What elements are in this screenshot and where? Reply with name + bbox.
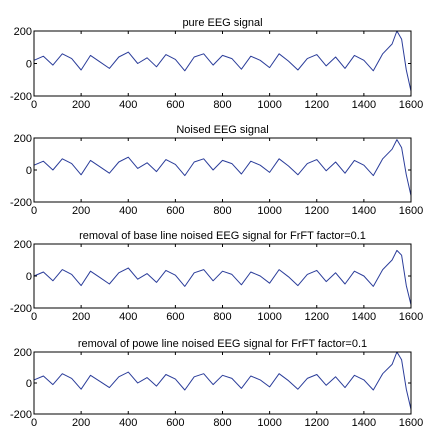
x-tick-label: 600 (166, 417, 184, 429)
x-tick-label: 1200 (305, 205, 329, 217)
y-tick-label: 0 (26, 378, 32, 390)
x-tick-label: 200 (72, 205, 90, 217)
x-tick-label: 1000 (257, 99, 281, 111)
x-tick-label: 600 (166, 205, 184, 217)
x-tick-label: 800 (213, 99, 231, 111)
subplot-2: Noised EEG signal 0 200 400 600 800 1000 1200 14… (10, 124, 423, 217)
y-tick-label: -200 (10, 409, 32, 421)
x-tick-label: 1600 (399, 99, 423, 111)
x-tick-label: 1000 (257, 417, 281, 429)
x-tick-label: 0 (31, 417, 37, 429)
x-tick-label: 1600 (399, 417, 423, 429)
y-tick-label: 200 (14, 239, 32, 251)
y-tick-label: -200 (10, 91, 32, 103)
x-tick-label: 0 (31, 99, 37, 111)
x-tick-label: 400 (119, 311, 137, 323)
subplot-title: removal of powe line noised EEG signal f… (78, 338, 367, 350)
x-tick-label: 1600 (399, 311, 423, 323)
subplot-3: removal of base line noised EEG signal f… (10, 230, 423, 323)
axes-box (33, 137, 412, 203)
subplot-title: Noised EEG signal (176, 124, 268, 136)
subplot-title: pure EEG signal (182, 17, 262, 29)
y-tick-label: 0 (26, 271, 32, 283)
y-tick-label: 200 (14, 133, 32, 145)
x-tick-label: 600 (166, 311, 184, 323)
x-tick-label: 400 (119, 205, 137, 217)
subplot-1: pure EEG signal 0 200 400 600 800 1000 1200 1400… (10, 17, 423, 111)
x-tick-label: 1400 (352, 417, 376, 429)
x-tick-label: 0 (31, 205, 37, 217)
x-tick-label: 0 (31, 311, 37, 323)
x-tick-label: 600 (166, 99, 184, 111)
x-tick-label: 800 (213, 205, 231, 217)
y-tick-label: -200 (10, 303, 32, 315)
x-tick-label: 800 (213, 311, 231, 323)
x-tick-label: 1400 (352, 311, 376, 323)
y-tick-label: 200 (14, 347, 32, 359)
x-tick-label: 800 (213, 417, 231, 429)
x-tick-label: 400 (119, 417, 137, 429)
x-tick-label: 200 (72, 311, 90, 323)
x-tick-label: 400 (119, 99, 137, 111)
axes-box (33, 30, 412, 97)
eeg-signal-line (33, 30, 412, 92)
x-tick-label: 1400 (352, 99, 376, 111)
y-tick-label: 0 (26, 59, 32, 71)
eeg-signal-line (33, 139, 412, 196)
x-tick-label: 1400 (352, 205, 376, 217)
x-tick-label: 1200 (305, 417, 329, 429)
x-tick-label: 200 (72, 99, 90, 111)
x-tick-label: 1000 (257, 311, 281, 323)
axes-box (33, 243, 412, 309)
y-tick-label: -200 (10, 197, 32, 209)
axes-box (33, 351, 412, 415)
x-tick-label: 200 (72, 417, 90, 429)
y-tick-label: 200 (14, 26, 32, 38)
x-tick-label: 1200 (305, 311, 329, 323)
subplot-4: removal of powe line noised EEG signal f… (10, 338, 423, 429)
subplot-title: removal of base line noised EEG signal f… (79, 230, 366, 242)
x-tick-label: 1000 (257, 205, 281, 217)
eeg-signal-line (33, 249, 412, 305)
x-tick-label: 1600 (399, 205, 423, 217)
eeg-signal-line (33, 351, 412, 410)
y-tick-label: 0 (26, 165, 32, 177)
x-tick-label: 1200 (305, 99, 329, 111)
